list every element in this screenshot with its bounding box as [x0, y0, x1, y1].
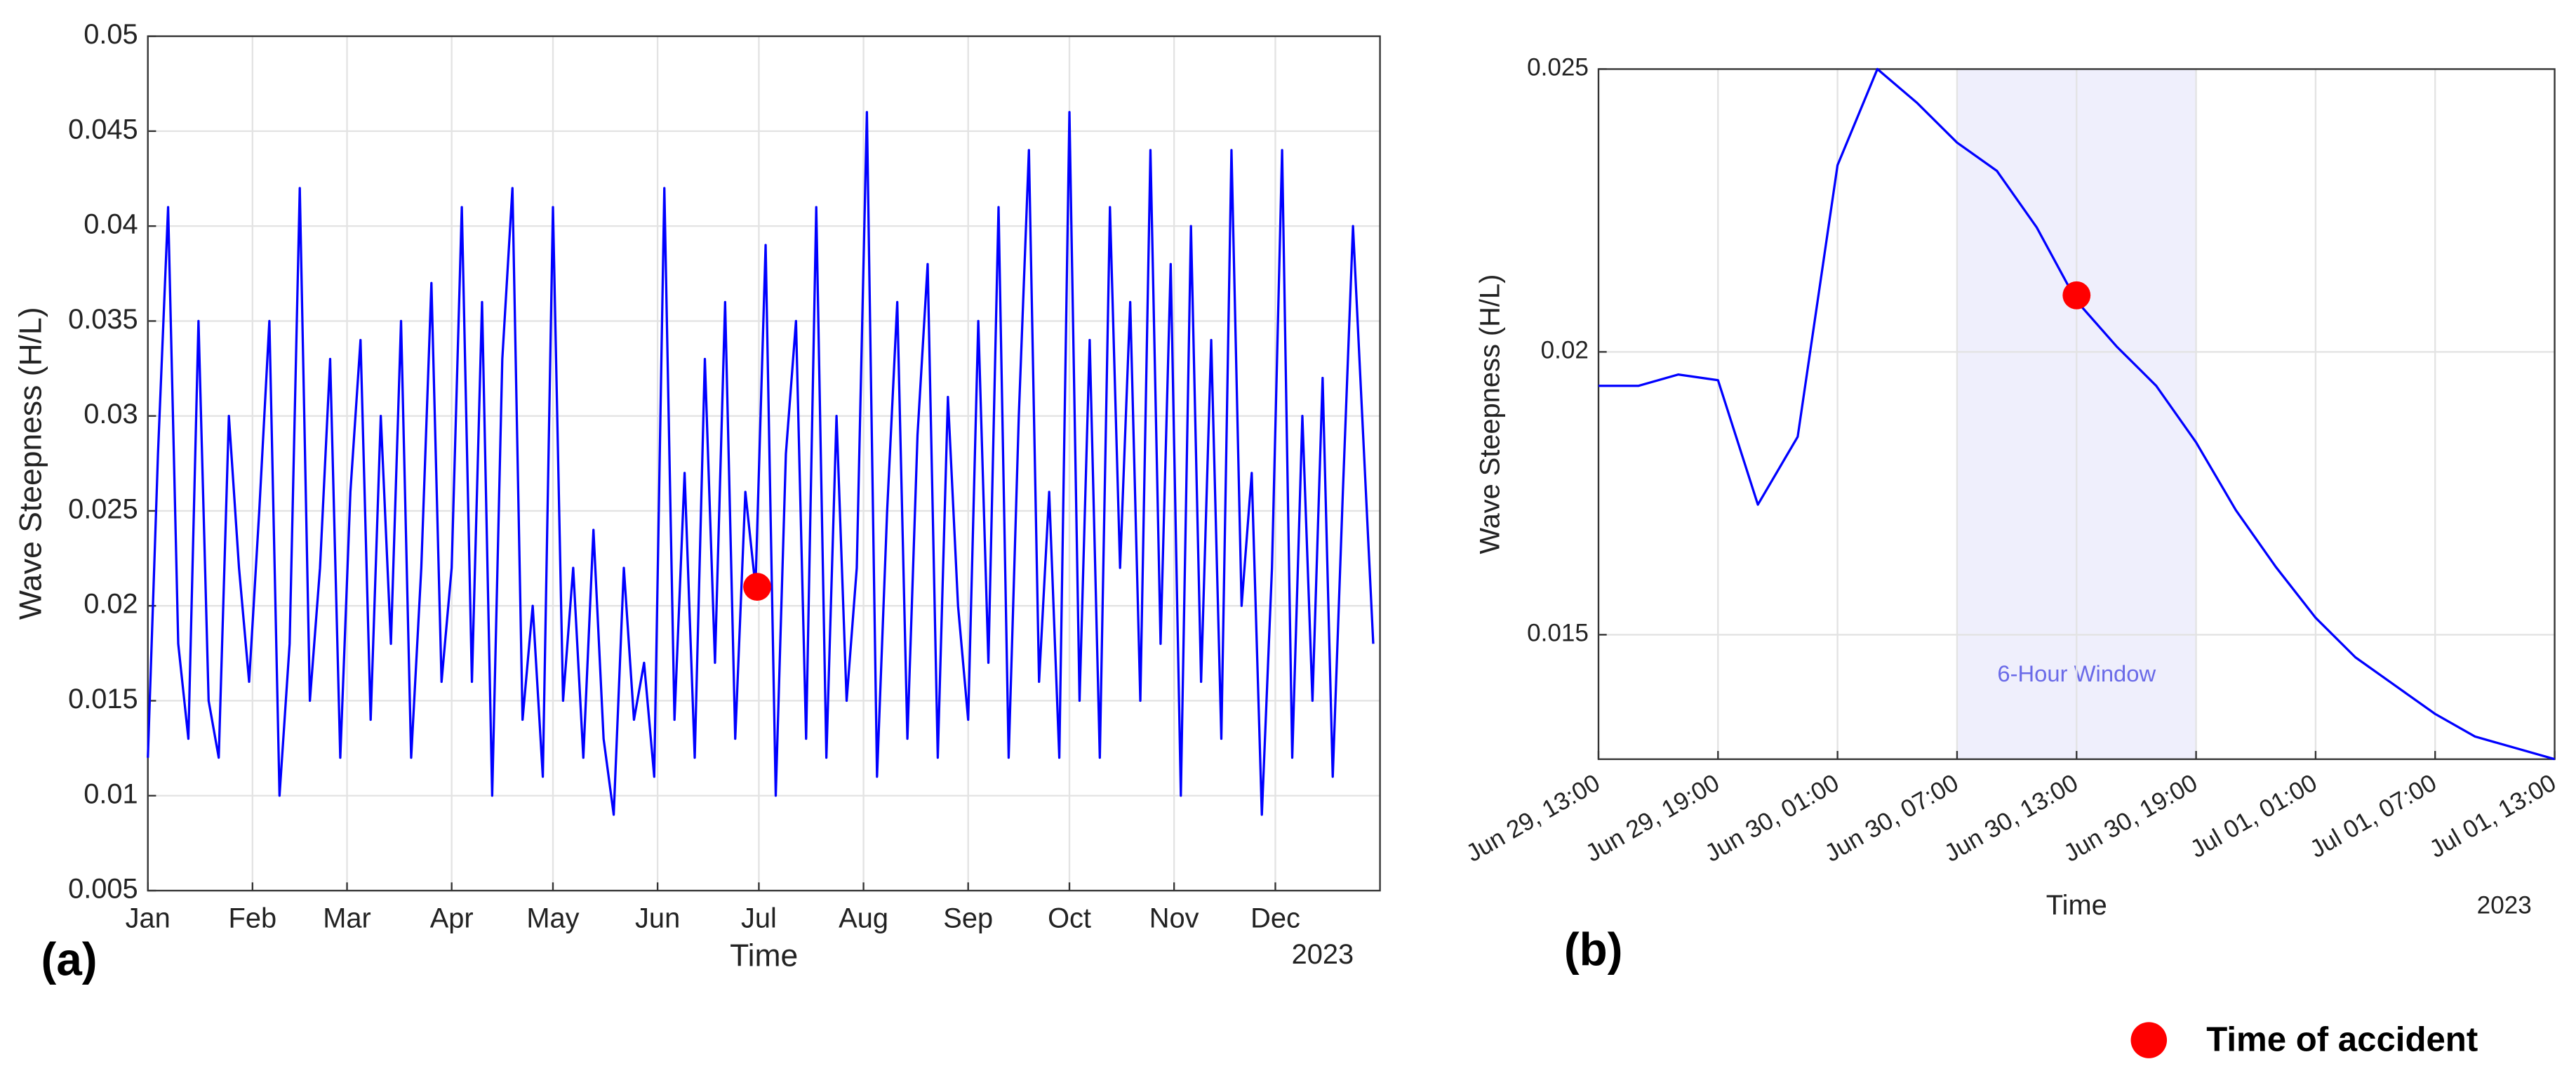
x-tick-label: Apr [430, 903, 474, 934]
x-tick-label: Jun 30, 01:00 [1700, 769, 1843, 867]
panel-label: (b) [1564, 924, 1623, 975]
x-tick-label: Feb [229, 903, 277, 934]
x-tick-label: Jun 30, 13:00 [1940, 769, 2083, 867]
y-tick-label: 0.03 [84, 399, 138, 430]
y-tick-label: 0.02 [84, 589, 138, 620]
x-tick-label: Jan [126, 903, 171, 934]
x-tick-label: Nov [1149, 903, 1199, 934]
y-tick-label: 0.025 [68, 493, 138, 524]
x-tick-label: Jul 01, 07:00 [2305, 769, 2441, 863]
y-tick-label: 0.01 [84, 778, 138, 809]
panel-label: (a) [41, 933, 98, 985]
year-label: 2023 [2477, 892, 2532, 919]
y-tick-label: 0.04 [84, 209, 138, 240]
x-axis-label: Time [730, 939, 798, 973]
y-tick-label: 0.025 [1527, 54, 1589, 81]
x-tick-label: Oct [1048, 903, 1091, 934]
legend-label: Time of accident [2206, 1020, 2478, 1058]
x-tick-label: Jul 01, 01:00 [2186, 769, 2322, 863]
x-tick-label: Sep [943, 903, 993, 934]
y-tick-label: 0.035 [68, 304, 138, 335]
y-tick-label: 0.045 [68, 114, 138, 145]
data-line [147, 111, 1375, 816]
y-axis-label: Wave Steepness (H/L) [1474, 274, 1505, 554]
x-tick-label: Jul 01, 13:00 [2425, 769, 2561, 863]
x-tick-label: Aug [839, 903, 888, 934]
y-tick-label: 0.015 [68, 684, 138, 714]
x-tick-label: May [526, 903, 579, 934]
x-tick-label: Mar [323, 903, 371, 934]
y-tick-label: 0.02 [1541, 337, 1589, 364]
x-tick-label: Jun 29, 13:00 [1462, 769, 1605, 867]
x-tick-label: Jun 29, 19:00 [1581, 769, 1724, 867]
plot-frame [147, 35, 1381, 892]
x-tick-label: Dec [1250, 903, 1300, 934]
x-tick-label: Jun [635, 903, 680, 934]
x-tick-label: Jul [741, 903, 777, 934]
accident-marker [743, 573, 771, 601]
legend-marker [2130, 1022, 2168, 1058]
x-tick-label: Jun 30, 07:00 [1820, 769, 1963, 867]
y-axis-label: Wave Steepness (H/L) [14, 307, 48, 620]
plot-frame [1597, 68, 2556, 760]
accident-marker [2062, 281, 2091, 310]
year-label: 2023 [1292, 939, 1354, 970]
x-tick-label: Jun 30, 19:00 [2059, 769, 2202, 867]
x-axis-label: Time [2046, 890, 2107, 921]
y-tick-label: 0.005 [68, 874, 138, 905]
y-tick-label: 0.015 [1527, 620, 1589, 647]
y-tick-label: 0.05 [84, 19, 138, 50]
